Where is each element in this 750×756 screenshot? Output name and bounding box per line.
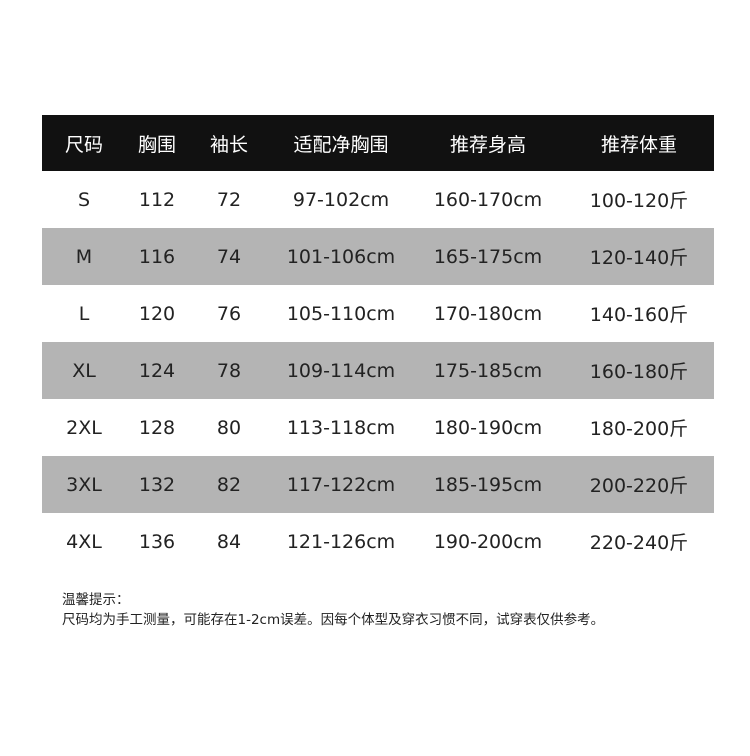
table-row: 3XL 132 82 117-122cm 185-195cm 200-220斤 <box>42 456 714 513</box>
table-cell: 78 <box>216 359 242 382</box>
table-row: 4XL 136 84 121-126cm 190-200cm 220-240斤 <box>42 513 714 570</box>
table-cell: 112 <box>138 188 176 211</box>
table-cell: 80 <box>216 416 242 439</box>
table-cell: 220-240斤 <box>589 532 689 554</box>
table-cell: 2XL <box>66 416 102 439</box>
table-row: M 116 74 101-106cm 165-175cm 120-140斤 <box>42 228 714 285</box>
header-cell: 适配净胸围 <box>293 133 389 156</box>
table-row: L 120 76 105-110cm 170-180cm 140-160斤 <box>42 285 714 342</box>
table-cell: 113-118cm <box>286 416 396 439</box>
table-cell: 84 <box>216 530 242 553</box>
table-cell: L <box>78 302 90 325</box>
table-cell: 185-195cm <box>433 473 543 496</box>
table-cell: 175-185cm <box>433 359 543 382</box>
table-cell: 190-200cm <box>433 530 543 553</box>
table-cell: S <box>77 188 91 211</box>
table-cell: XL <box>72 359 96 382</box>
table-cell: 97-102cm <box>292 188 390 211</box>
table-cell: 100-120斤 <box>589 190 689 212</box>
table-cell: 117-122cm <box>286 473 396 496</box>
table-cell: 128 <box>138 416 176 439</box>
header-cell: 推荐身高 <box>449 133 526 156</box>
table-cell: 180-200斤 <box>589 418 689 440</box>
table-cell: 132 <box>138 473 176 496</box>
table-cell: 120 <box>138 302 176 325</box>
table-cell: 170-180cm <box>433 302 543 325</box>
table-cell: 82 <box>216 473 242 496</box>
table-row: S 112 72 97-102cm 160-170cm 100-120斤 <box>42 171 714 228</box>
table-cell: M <box>75 245 93 268</box>
table-cell: 121-126cm <box>286 530 396 553</box>
table-cell: 165-175cm <box>433 245 543 268</box>
header-cell: 推荐体重 <box>600 133 677 156</box>
table-cell: 140-160斤 <box>589 304 689 326</box>
table-cell: 136 <box>138 530 176 553</box>
table-cell: 72 <box>216 188 242 211</box>
table-cell: 109-114cm <box>286 359 396 382</box>
table-cell: 160-180斤 <box>589 361 689 383</box>
table-cell: 200-220斤 <box>589 475 689 497</box>
notes-text: 尺码均为手工测量，可能存在1-2cm误差。因每个体型及穿衣习惯不同，试穿表仅供参… <box>62 612 605 628</box>
table-cell: 124 <box>138 359 176 382</box>
notes-title: 温馨提示： <box>62 592 130 608</box>
table-cell: 160-170cm <box>433 188 543 211</box>
table-cell: 3XL <box>66 473 102 496</box>
table-cell: 120-140斤 <box>589 247 689 269</box>
table-cell: 180-190cm <box>433 416 543 439</box>
size-chart-table: 尺码 胸围 袖长 适配净胸围 推荐身高 推荐体重 S 112 72 97-102cm 160-170… <box>42 115 714 570</box>
table-cell: 101-106cm <box>286 245 396 268</box>
table-cell: 105-110cm <box>286 302 396 325</box>
table-cell: 76 <box>216 302 242 325</box>
table-row: 2XL 128 80 113-118cm 180-190cm 180-200斤 <box>42 399 714 456</box>
notes: 温馨提示： 尺码均为手工测量，可能存在1-2cm误差。因每个体型及穿衣习惯不同，… <box>62 590 604 630</box>
table-cell: 116 <box>138 245 176 268</box>
header-cell: 袖长 <box>209 133 248 156</box>
header-cell: 胸围 <box>137 133 176 156</box>
table-cell: 74 <box>216 245 242 268</box>
table-row: XL 124 78 109-114cm 175-185cm 160-180斤 <box>42 342 714 399</box>
header-cell: 尺码 <box>64 133 103 156</box>
table-header: 尺码 胸围 袖长 适配净胸围 推荐身高 推荐体重 <box>42 115 714 171</box>
table-cell: 4XL <box>66 530 102 553</box>
